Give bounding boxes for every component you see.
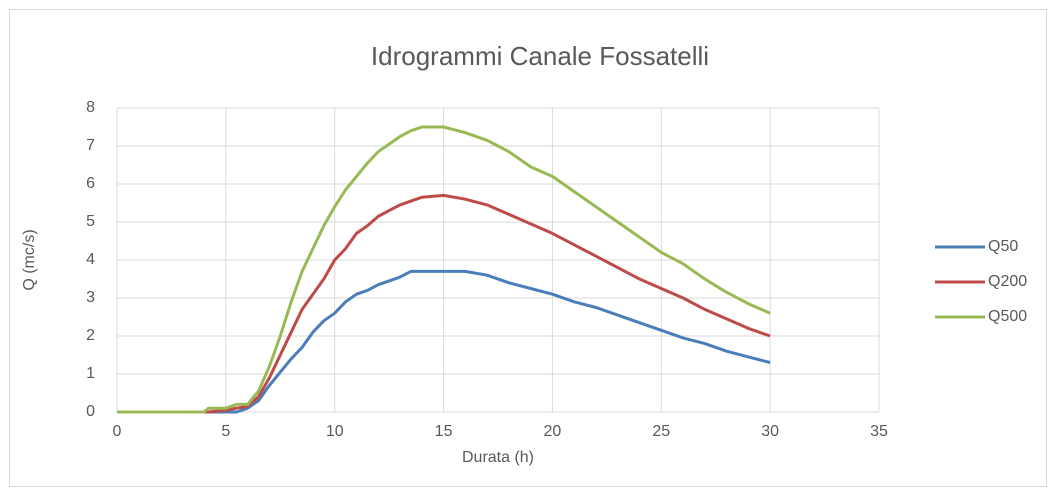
x-tick-label: 20 <box>544 423 562 440</box>
y-tick-label: 5 <box>86 213 95 230</box>
y-tick-label: 2 <box>86 327 95 344</box>
y-tick-label: 3 <box>86 289 95 306</box>
x-tick-label: 5 <box>221 423 230 440</box>
x-tick-label: 35 <box>870 423 888 440</box>
chart-frame <box>9 9 1047 487</box>
x-tick-label: 25 <box>652 423 670 440</box>
y-tick-label: 8 <box>86 99 95 116</box>
chart-title: Idrogrammi Canale Fossatelli <box>371 41 709 71</box>
x-axis-title: Durata (h) <box>462 449 534 466</box>
y-tick-label: 6 <box>86 175 95 192</box>
y-tick-label: 1 <box>86 365 95 382</box>
y-tick-label: 4 <box>86 251 95 268</box>
x-tick-label: 30 <box>761 423 779 440</box>
legend-label: Q200 <box>988 273 1027 290</box>
series-line <box>117 269 771 414</box>
x-tick-label: 15 <box>435 423 453 440</box>
legend-label: Q500 <box>988 308 1027 325</box>
series-line <box>117 193 771 414</box>
y-tick-label: 7 <box>86 137 95 154</box>
legend-label: Q50 <box>988 238 1018 255</box>
x-tick-label: 0 <box>113 423 122 440</box>
y-axis-title: Q (mc/s) <box>21 229 38 290</box>
y-tick-label: 0 <box>86 403 95 420</box>
x-tick-label: 10 <box>326 423 344 440</box>
series-line <box>117 125 771 414</box>
